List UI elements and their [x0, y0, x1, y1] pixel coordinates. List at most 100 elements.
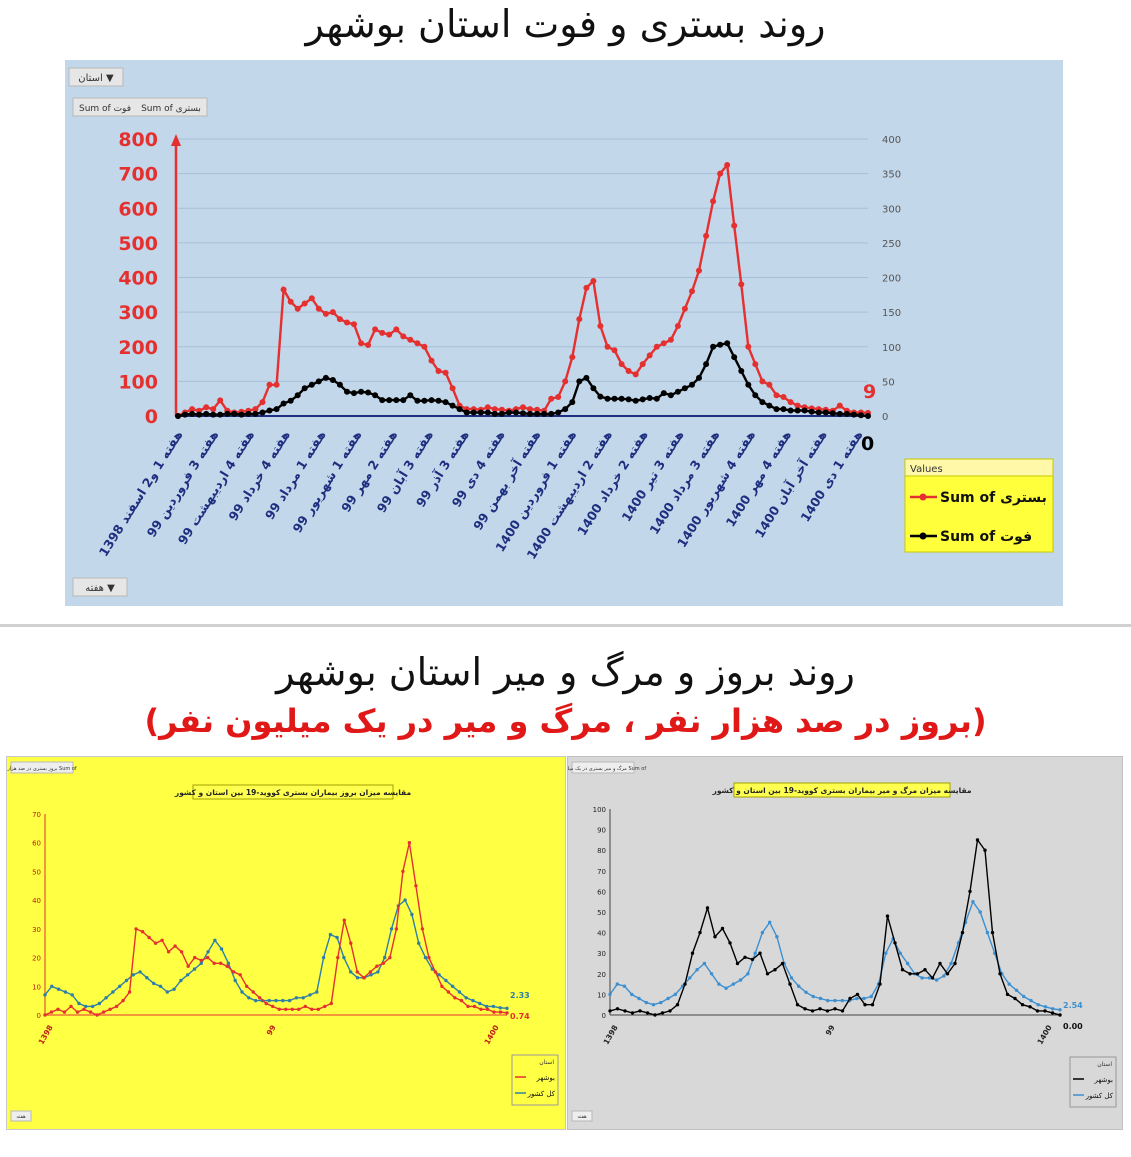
legend-header: [904, 458, 1054, 477]
legend-province-label: بوشهر: [1093, 1076, 1113, 1084]
death-series-point-23: [336, 381, 343, 388]
death-series-point-42: [470, 409, 477, 416]
death-series-point-41: [463, 409, 470, 416]
chart1-svg: استان ▼ Sum of فوت Sum of بستری هفته ▼ 0 100 2…: [68, 67, 1054, 597]
death-series-point-37: [435, 397, 442, 404]
hosp-series-point-39: [449, 385, 456, 392]
y-tick-5: 50: [597, 909, 606, 917]
country-series-point-35: [862, 996, 866, 1001]
death-series-point-81: [745, 381, 752, 388]
province-series-point-21: [765, 972, 770, 976]
country-series-point-25: [213, 938, 217, 942]
hosp-series-point-83: [759, 378, 766, 385]
province-series-point-62: [446, 990, 451, 994]
province-series-point-30: [833, 1007, 837, 1011]
province-series-point-42: [316, 1007, 320, 1011]
death-series-point-75: [703, 361, 710, 368]
country-series-point-15: [145, 976, 149, 980]
country-series-point-25: [789, 976, 794, 980]
province-series-point-67: [479, 1007, 483, 1011]
hosp-series-point-29: [379, 329, 386, 336]
death-series-point-69: [660, 390, 667, 397]
hosp-series-point-69: [660, 340, 667, 347]
country-series-point-56: [423, 955, 428, 960]
y-tick-7: 70: [32, 811, 41, 819]
country-series-point-45: [934, 978, 939, 982]
y-tick-8: 80: [597, 847, 606, 855]
country-series-point-4: [70, 993, 74, 997]
province-series-point-42: [923, 968, 927, 972]
legend-death-label: Sum of فوت: [940, 529, 1032, 545]
province-series-point-66: [472, 1004, 477, 1009]
chart2-panel: بروز بستری در صد هزار Sum of هفته مقایسه م…: [6, 756, 566, 1130]
hosp-series-point-13: [266, 381, 273, 388]
y-tick-3: 30: [597, 950, 606, 958]
category-label-2: 1400: [483, 1024, 501, 1047]
hosp-series-point-24: [344, 319, 350, 326]
province-series-point-23: [193, 955, 197, 960]
death-series-point-12: [259, 409, 266, 416]
left-tick-4: 400: [118, 268, 158, 290]
death-series-point-18: [301, 385, 308, 392]
hosp-series-point-53: [548, 395, 555, 402]
province-series-point-68: [485, 1007, 490, 1011]
country-series-point-40: [898, 951, 902, 955]
header-button-label: مرگ و میر بستری در یک میلیون Sum of: [568, 765, 646, 772]
country-series-point-63: [471, 998, 475, 1003]
country-series-point-59: [1036, 1003, 1040, 1007]
province-series-point-52: [998, 972, 1002, 976]
death-series-point-26: [358, 388, 365, 395]
province-series-point-13: [705, 906, 710, 910]
legend-death-marker: [919, 532, 927, 540]
country-series-point-51: [978, 910, 982, 914]
province-series-point-63: [453, 996, 457, 1000]
death-series-point-68: [653, 395, 660, 402]
death-series-point-90: [808, 408, 815, 415]
death-series-point-16: [287, 397, 294, 404]
country-series-point-61: [1051, 1007, 1055, 1011]
country-series-point-58: [437, 973, 441, 977]
country-series-point-6: [84, 1004, 88, 1009]
province-series-point-22: [186, 964, 190, 968]
country-series-point-57: [1022, 994, 1026, 999]
left-tick-3: 300: [118, 302, 158, 324]
death-series-point-73: [689, 381, 695, 388]
province-series-point-39: [297, 1007, 301, 1011]
right-tick-7: 350: [882, 170, 901, 181]
province-series-point-7: [88, 1010, 93, 1014]
death-series-point-57: [576, 378, 583, 385]
hosp-series-point-36: [428, 357, 435, 364]
hosp-series-point-71: [674, 323, 681, 329]
country-series-point-35: [281, 998, 285, 1003]
province-series-point-44: [329, 1001, 333, 1006]
hosp-series-point-38: [442, 369, 449, 376]
province-series-point-15: [140, 930, 145, 934]
hosp-series-point-78: [724, 162, 731, 168]
hosp-series-point-26: [358, 340, 365, 347]
end-label-country: 2.54: [1063, 1001, 1083, 1010]
death-series-point-6: [217, 411, 224, 418]
province-series-point-30: [238, 973, 242, 977]
province-series-point-4: [638, 1009, 642, 1013]
province-series-point-48: [355, 970, 359, 974]
province-series-point-3: [62, 1010, 67, 1014]
category-label-0: 1398: [37, 1024, 55, 1047]
death-series-point-1: [182, 411, 188, 418]
hosp-series-point-27: [365, 342, 372, 348]
legend-box: [1069, 1056, 1117, 1108]
country-series-point-2: [56, 987, 61, 991]
death-series-point-96: [850, 411, 857, 418]
death-series-point-19: [308, 381, 315, 388]
category-label-17: هفته 4 مهر 1400: [723, 428, 794, 530]
country-series-point-38: [884, 951, 888, 955]
province-series-point-60: [433, 970, 438, 974]
death-series-point-88: [794, 407, 801, 414]
province-series-point-19: [750, 957, 755, 962]
chart-title: مقایسه میزان مرگ و میر بیماران بستری کوو…: [712, 785, 972, 795]
province-series-point-31: [840, 1009, 845, 1013]
footer-button-bg: [10, 1110, 32, 1122]
hosp-series-point-44: [484, 404, 491, 411]
hosp-series-point-20: [315, 305, 322, 312]
hosp-series-point-28: [372, 326, 379, 333]
y-tick-0: 0: [37, 1012, 41, 1020]
